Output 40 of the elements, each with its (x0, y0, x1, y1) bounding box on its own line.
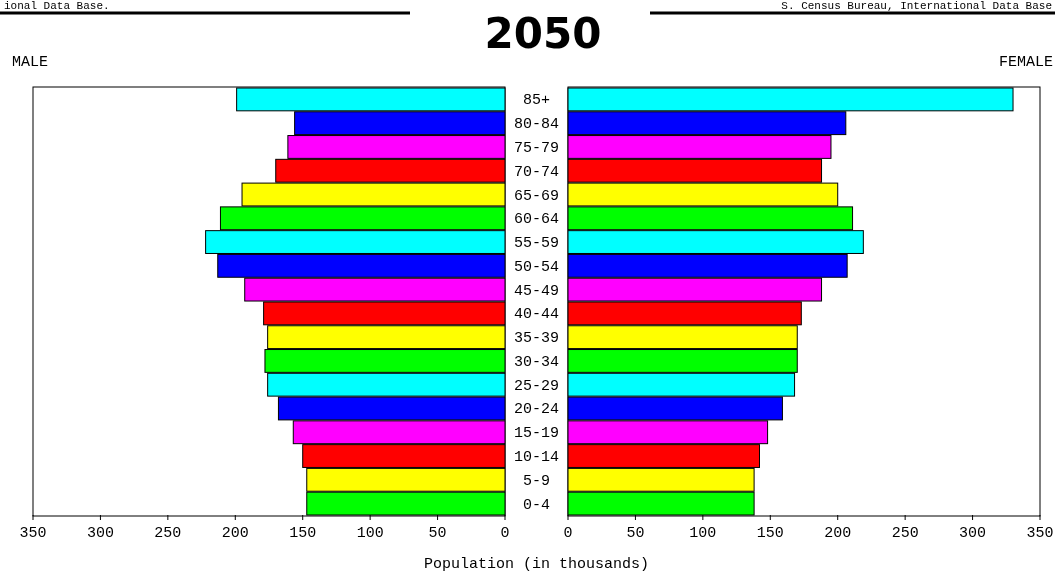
y-tick-label: 5-9 (522, 472, 551, 490)
y-tick-label: 85+ (522, 92, 551, 110)
y-tick-label: 70-74 (513, 163, 560, 181)
y-tick-label: 65-69 (513, 187, 560, 205)
y-tick-label: 20-24 (513, 401, 560, 419)
x-tick-label: 200 (221, 525, 249, 542)
x-tick-label: 100 (689, 525, 717, 542)
x-tick-label: 300 (959, 525, 987, 542)
x-tick-label: 200 (824, 525, 852, 542)
x-tick-label: 150 (756, 525, 784, 542)
x-tick-label: 300 (86, 525, 114, 542)
y-tick-label: 10-14 (513, 449, 560, 467)
x-tick-label: 0 (500, 525, 510, 542)
y-tick-label: 0-4 (522, 496, 551, 514)
y-tick-label: 50-54 (513, 258, 560, 276)
x-tick-label: 50 (428, 525, 447, 542)
chart-subtitle: MALE (12, 54, 49, 71)
x-tick-label: 350 (1026, 525, 1054, 542)
x-tick-label: 350 (19, 525, 47, 542)
y-tick-label: 75-79 (513, 139, 560, 157)
x-tick-label: 250 (154, 525, 182, 542)
y-tick-label: 30-34 (513, 353, 560, 371)
x-axis-title: Population (in thousands) (423, 556, 650, 573)
y-tick-label: 45-49 (513, 282, 560, 300)
y-tick-label: 15-19 (513, 425, 560, 443)
text: S. Census Bureau, International Data Base (781, 0, 1052, 12)
x-tick-label: 100 (356, 525, 384, 542)
y-tick-label: 25-29 (513, 377, 560, 395)
x-tick-label: 150 (289, 525, 317, 542)
y-tick-label: 55-59 (513, 235, 560, 253)
y-tick-label: 80-84 (513, 116, 560, 134)
y-tick-label: 35-39 (513, 330, 560, 348)
x-tick-label: 250 (891, 525, 919, 542)
chart-title: 2050 (484, 9, 602, 58)
y-tick-label: 40-44 (513, 306, 560, 324)
x-tick-label: 0 (563, 525, 573, 542)
text: ional Data Base. (4, 0, 110, 12)
chart-subtitle: FEMALE (998, 54, 1053, 71)
y-tick-label: 60-64 (513, 211, 560, 229)
x-tick-label: 50 (626, 525, 645, 542)
